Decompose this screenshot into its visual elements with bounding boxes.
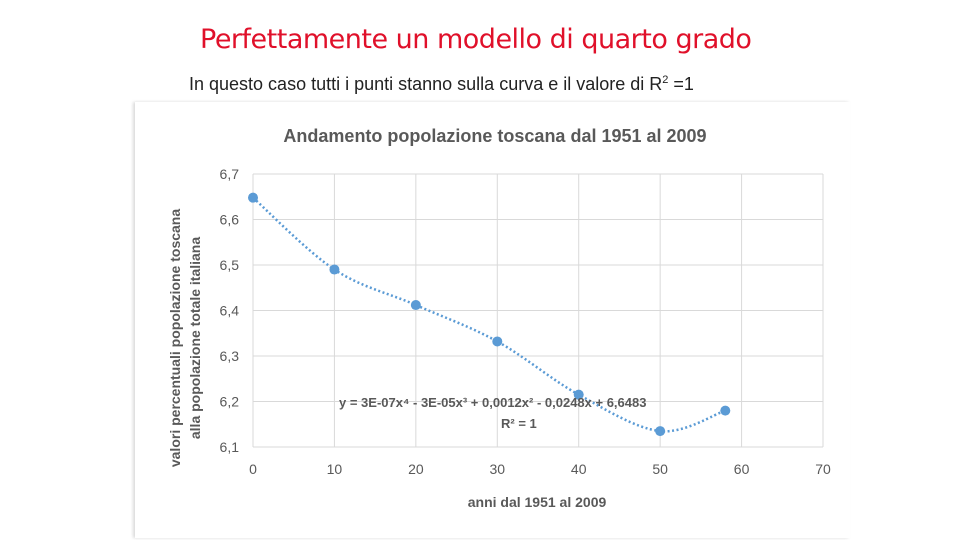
- r-squared-label: R² = 1: [501, 416, 537, 431]
- x-tick-label: 70: [815, 461, 831, 477]
- x-tick-labels: 0 10 20 30 40 50 60 70: [249, 461, 831, 477]
- trendline-equation: y = 3E-07x⁴ - 3E-05x³ + 0,0012x² - 0,024…: [339, 395, 646, 410]
- data-point: [573, 389, 584, 400]
- subtitle-superscript: 2: [662, 74, 669, 86]
- data-point: [492, 336, 503, 347]
- y-axis-title-line1: valori percentuali popolazione toscana: [167, 209, 183, 467]
- chart-grid: [252, 173, 824, 448]
- subtitle-text: In questo caso tutti i punti stanno sull…: [189, 74, 663, 94]
- data-point: [248, 192, 258, 203]
- y-tick-labels: 6,1 6,2 6,3 6,4 6,5 6,6 6,7: [220, 166, 240, 455]
- y-tick-label: 6,2: [220, 394, 240, 410]
- y-tick-label: 6,5: [220, 257, 240, 273]
- data-point: [720, 405, 731, 416]
- x-tick-label: 50: [652, 461, 668, 477]
- y-tick-label: 6,7: [220, 166, 240, 182]
- x-tick-label: 30: [489, 461, 505, 477]
- chart-title: Andamento popolazione toscana dal 1951 a…: [283, 126, 706, 146]
- subtitle-end: =1: [668, 74, 694, 94]
- y-tick-label: 6,4: [220, 303, 240, 319]
- x-tick-label: 40: [571, 461, 587, 477]
- y-tick-label: 6,6: [220, 212, 240, 228]
- y-tick-label: 6,1: [220, 439, 240, 455]
- slide-title: Perfettamente un modello di quarto grado: [200, 24, 752, 55]
- x-tick-label: 60: [734, 461, 750, 477]
- data-point: [329, 264, 340, 275]
- x-tick-label: 20: [408, 461, 424, 477]
- chart-container: Andamento popolazione toscana dal 1951 a…: [135, 102, 850, 538]
- data-point: [655, 426, 666, 437]
- data-point: [410, 300, 421, 311]
- data-points: [248, 192, 731, 437]
- x-tick-label: 0: [249, 461, 257, 477]
- x-tick-label: 10: [327, 461, 343, 477]
- y-tick-label: 6,3: [220, 348, 240, 364]
- slide-subtitle: In questo caso tutti i punti stanno sull…: [189, 74, 869, 95]
- y-axis-title-line2: alla popolazione totale italiana: [187, 237, 203, 439]
- chart-svg: Andamento popolazione toscana dal 1951 a…: [167, 126, 831, 510]
- x-axis-title: anni dal 1951 al 2009: [468, 494, 607, 510]
